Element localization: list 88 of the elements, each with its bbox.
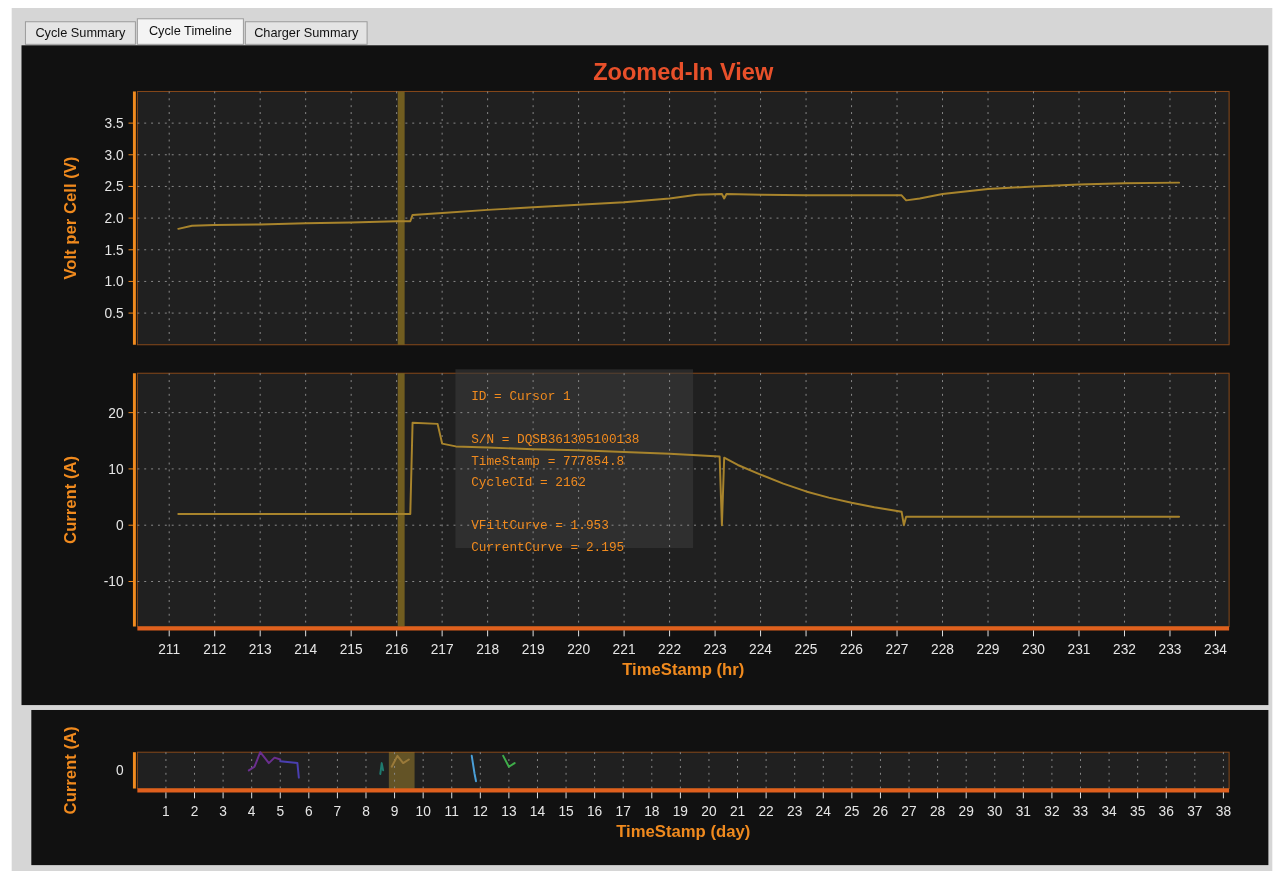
text: Charger Summary (254, 25, 359, 41)
x-tick-label: 233 (1158, 642, 1182, 658)
x-tick-label: 5 (276, 804, 285, 820)
x-tick-label: 221 (612, 642, 636, 658)
x-tick-label: 212 (203, 642, 227, 658)
y-tick-label: 10 (108, 461, 124, 477)
x-tick-label: 37 (1187, 804, 1203, 820)
x-tick-label: 1 (162, 804, 170, 820)
x-tick-label: 231 (1067, 642, 1091, 658)
y-tick-label: 3.5 (104, 116, 124, 132)
x-tick-label: 20 (701, 804, 717, 820)
x-tick-label: 31 (1015, 804, 1031, 820)
x-tick-label: 10 (415, 804, 432, 820)
x-axis-title: TimeStamp (day) (616, 821, 751, 841)
x-tick-label: 3 (219, 804, 228, 820)
x-tick-label: 12 (472, 804, 488, 820)
y-tick-label: 3.0 (104, 147, 124, 163)
y-tick-label: 20 (108, 405, 124, 421)
annotation: TimeStamp = 777854.8 (471, 453, 625, 469)
x-tick-label: 211 (158, 642, 181, 658)
x-tick-label: 219 (521, 642, 545, 658)
x-tick-label: 28 (929, 804, 946, 820)
x-tick-label: 220 (567, 642, 591, 658)
x-tick-label: 17 (615, 804, 631, 820)
x-tick-label: 228 (931, 642, 955, 658)
x-tick-label: 222 (658, 642, 682, 658)
x-axis-title: TimeStamp (hr) (622, 659, 745, 679)
y-tick-label: -10 (103, 574, 124, 590)
x-tick-label: 9 (390, 804, 399, 820)
annotation: CycleCId = 2162 (471, 475, 586, 491)
x-tick-label: 29 (958, 804, 974, 820)
annotation: S/N = DQSB361305100138 (471, 431, 640, 447)
x-tick-label: 16 (587, 804, 603, 820)
y-tick-label: 1.5 (104, 242, 124, 258)
x-tick-label: 7 (333, 804, 342, 820)
x-tick-label: 34 (1101, 804, 1118, 820)
x-tick-label: 35 (1130, 804, 1146, 820)
x-tick-label: 23 (787, 804, 803, 820)
x-tick-label: 230 (1022, 642, 1046, 658)
x-tick-label: 217 (430, 642, 454, 658)
x-tick-label: 36 (1158, 804, 1175, 820)
annotation: CurrentCurve = 2.195 (471, 539, 625, 555)
annotation: ID = Cursor 1 (471, 388, 571, 404)
x-tick-label: 4 (247, 804, 256, 820)
x-tick-label: 225 (794, 642, 818, 658)
x-tick-label: 26 (872, 804, 889, 820)
x-tick-label: 33 (1072, 804, 1089, 820)
y-tick-label: 2.0 (104, 211, 124, 227)
x-tick-label: 30 (987, 804, 1003, 820)
x-tick-label: 234 (1204, 642, 1228, 658)
x-tick-label: 19 (672, 804, 689, 820)
y-axis-title: Current (A) (61, 726, 81, 815)
x-tick-label: 32 (1044, 804, 1060, 820)
x-tick-label: 223 (703, 642, 727, 658)
y-tick-label: 2.5 (104, 179, 124, 195)
x-tick-label: 38 (1215, 804, 1232, 820)
x-tick-label: 216 (385, 642, 409, 658)
chart-title: Zoomed-In View (593, 58, 774, 85)
x-tick-label: 213 (248, 642, 272, 658)
y-axis-title: Volt per Cell (V) (61, 156, 81, 280)
x-tick-label: 229 (976, 642, 1000, 658)
x-tick-label: 18 (644, 804, 660, 820)
y-axis-title: Current (A) (61, 455, 81, 544)
x-tick-label: 2 (190, 804, 199, 820)
x-tick-label: 8 (362, 804, 371, 820)
x-tick-label: 215 (339, 642, 363, 658)
x-tick-label: 13 (501, 804, 517, 820)
x-tick-label: 27 (901, 804, 917, 820)
text: Cycle Summary (35, 25, 127, 41)
x-tick-label: 227 (885, 642, 909, 658)
text: Cycle Timeline (148, 23, 232, 39)
x-tick-label: 14 (529, 804, 546, 820)
x-tick-label: 25 (844, 804, 860, 820)
x-tick-label: 24 (815, 804, 832, 820)
x-tick-label: 6 (305, 804, 314, 820)
x-tick-label: 226 (840, 642, 864, 658)
x-tick-label: 232 (1113, 642, 1136, 658)
y-tick-label: 1.0 (104, 274, 124, 290)
x-tick-label: 22 (758, 804, 774, 820)
x-tick-label: 214 (294, 642, 318, 658)
x-tick-label: 224 (749, 642, 773, 658)
y-tick-label: 0.5 (104, 306, 124, 321)
y-tick-label: 0 (115, 518, 124, 534)
x-tick-label: 21 (729, 804, 746, 820)
x-tick-label: 218 (476, 642, 500, 658)
annotation: VFiltCurve = 1.953 (471, 518, 609, 534)
x-tick-label: 15 (558, 804, 575, 820)
x-tick-label: 11 (444, 804, 459, 820)
